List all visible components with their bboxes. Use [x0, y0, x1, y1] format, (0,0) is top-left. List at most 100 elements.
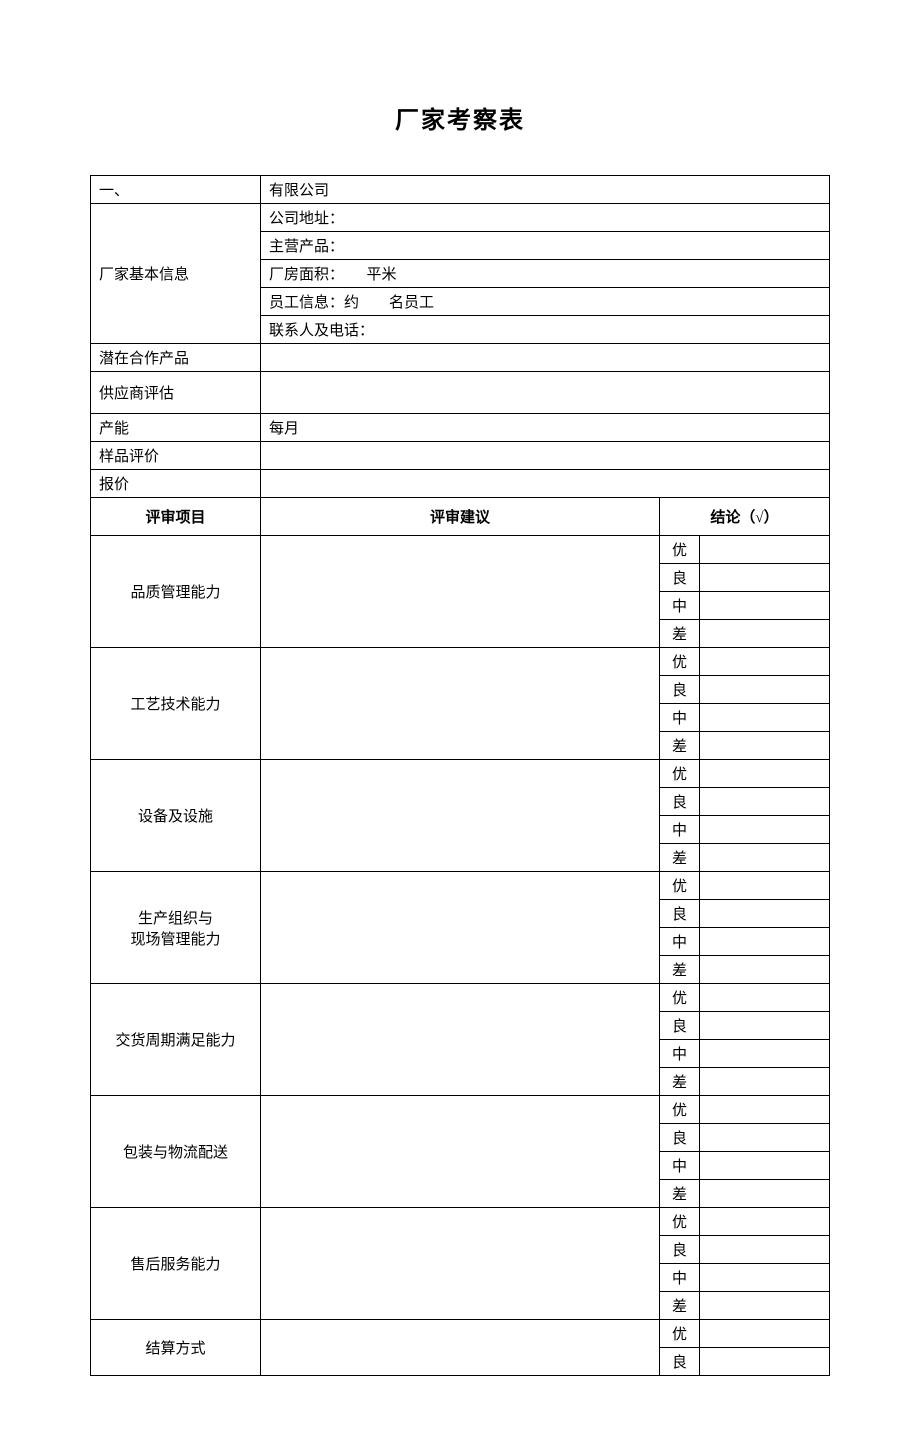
company-name: 有限公司 — [261, 176, 830, 204]
grade-label: 中 — [660, 1152, 700, 1180]
grade-label: 中 — [660, 1264, 700, 1292]
grade-check — [700, 760, 830, 788]
eval-item-label: 工艺技术能力 — [91, 648, 261, 760]
company-row: 一、 有限公司 — [91, 176, 830, 204]
eval-item-label: 生产组织与现场管理能力 — [91, 872, 261, 984]
grade-label: 优 — [660, 872, 700, 900]
grade-check — [700, 1012, 830, 1040]
grade-label: 良 — [660, 1124, 700, 1152]
supplier-eval-label: 供应商评估 — [91, 372, 261, 414]
grade-label: 优 — [660, 1208, 700, 1236]
inspection-table: 一、 有限公司 厂家基本信息 公司地址： 主营产品： 厂房面积： 平米 员工信息… — [90, 175, 830, 1376]
basic-info-products: 主营产品： — [261, 232, 830, 260]
eval-item-label: 售后服务能力 — [91, 1208, 261, 1320]
grade-label: 优 — [660, 1320, 700, 1348]
grade-label: 差 — [660, 620, 700, 648]
grade-check — [700, 620, 830, 648]
potential-product-label: 潜在合作产品 — [91, 344, 261, 372]
eval-suggestion — [261, 536, 660, 648]
capacity-label: 产能 — [91, 414, 261, 442]
grade-check — [700, 676, 830, 704]
grade-check — [700, 844, 830, 872]
grade-check — [700, 1124, 830, 1152]
settlement-suggestion — [261, 1320, 660, 1376]
quote-row: 报价 — [91, 470, 830, 498]
eval-item-row: 交货周期满足能力优 — [91, 984, 830, 1012]
eval-header-suggestion: 评审建议 — [261, 498, 660, 536]
sample-eval-row: 样品评价 — [91, 442, 830, 470]
eval-suggestion — [261, 1208, 660, 1320]
eval-item-label: 品质管理能力 — [91, 536, 261, 648]
grade-check — [700, 900, 830, 928]
grade-label: 良 — [660, 1012, 700, 1040]
settlement-label: 结算方式 — [91, 1320, 261, 1376]
grade-check — [700, 704, 830, 732]
settlement-row: 结算方式 优 — [91, 1320, 830, 1348]
quote-value — [261, 470, 830, 498]
supplier-eval-value — [261, 372, 830, 414]
grade-check — [700, 1320, 830, 1348]
eval-suggestion — [261, 760, 660, 872]
grade-check — [700, 1040, 830, 1068]
grade-label: 良 — [660, 676, 700, 704]
grade-label: 差 — [660, 1292, 700, 1320]
eval-header-row: 评审项目 评审建议 结论（√） — [91, 498, 830, 536]
quote-label: 报价 — [91, 470, 261, 498]
eval-item-label: 包装与物流配送 — [91, 1096, 261, 1208]
grade-check — [700, 788, 830, 816]
grade-label: 优 — [660, 760, 700, 788]
grade-label: 优 — [660, 1096, 700, 1124]
grade-check — [700, 984, 830, 1012]
grade-label: 优 — [660, 648, 700, 676]
grade-check — [700, 648, 830, 676]
eval-item-label: 交货周期满足能力 — [91, 984, 261, 1096]
grade-check — [700, 816, 830, 844]
basic-info-area: 厂房面积： 平米 — [261, 260, 830, 288]
grade-label: 良 — [660, 788, 700, 816]
grade-label: 中 — [660, 1040, 700, 1068]
grade-label: 中 — [660, 704, 700, 732]
eval-item-row: 包装与物流配送优 — [91, 1096, 830, 1124]
sample-eval-label: 样品评价 — [91, 442, 261, 470]
supplier-eval-row: 供应商评估 — [91, 372, 830, 414]
grade-label: 中 — [660, 928, 700, 956]
grade-check — [700, 1152, 830, 1180]
grade-label: 差 — [660, 1180, 700, 1208]
eval-header-conclusion: 结论（√） — [660, 498, 830, 536]
basic-info-address: 公司地址： — [261, 204, 830, 232]
grade-check — [700, 1292, 830, 1320]
grade-check — [700, 956, 830, 984]
eval-suggestion — [261, 1096, 660, 1208]
grade-label: 良 — [660, 900, 700, 928]
sample-eval-value — [261, 442, 830, 470]
grade-label: 中 — [660, 592, 700, 620]
eval-item-row: 设备及设施优 — [91, 760, 830, 788]
grade-label: 差 — [660, 1068, 700, 1096]
potential-product-value — [261, 344, 830, 372]
grade-check — [700, 564, 830, 592]
grade-label: 优 — [660, 984, 700, 1012]
grade-check — [700, 536, 830, 564]
grade-label: 差 — [660, 844, 700, 872]
basic-info-row: 厂家基本信息 公司地址： — [91, 204, 830, 232]
basic-info-label: 厂家基本信息 — [91, 204, 261, 344]
eval-suggestion — [261, 872, 660, 984]
grade-label: 良 — [660, 564, 700, 592]
grade-label: 良 — [660, 1236, 700, 1264]
section-number: 一、 — [91, 176, 261, 204]
grade-label: 中 — [660, 816, 700, 844]
grade-check — [700, 1096, 830, 1124]
grade-check — [700, 1068, 830, 1096]
eval-suggestion — [261, 648, 660, 760]
potential-product-row: 潜在合作产品 — [91, 344, 830, 372]
grade-label: 良 — [660, 1348, 700, 1376]
grade-label: 优 — [660, 536, 700, 564]
grade-check — [700, 1348, 830, 1376]
grade-check — [700, 1264, 830, 1292]
basic-info-contact: 联系人及电话： — [261, 316, 830, 344]
eval-header-item: 评审项目 — [91, 498, 261, 536]
eval-suggestion — [261, 984, 660, 1096]
eval-item-row: 生产组织与现场管理能力优 — [91, 872, 830, 900]
eval-item-row: 售后服务能力优 — [91, 1208, 830, 1236]
eval-body: 品质管理能力优良中差工艺技术能力优良中差设备及设施优良中差生产组织与现场管理能力… — [91, 536, 830, 1320]
